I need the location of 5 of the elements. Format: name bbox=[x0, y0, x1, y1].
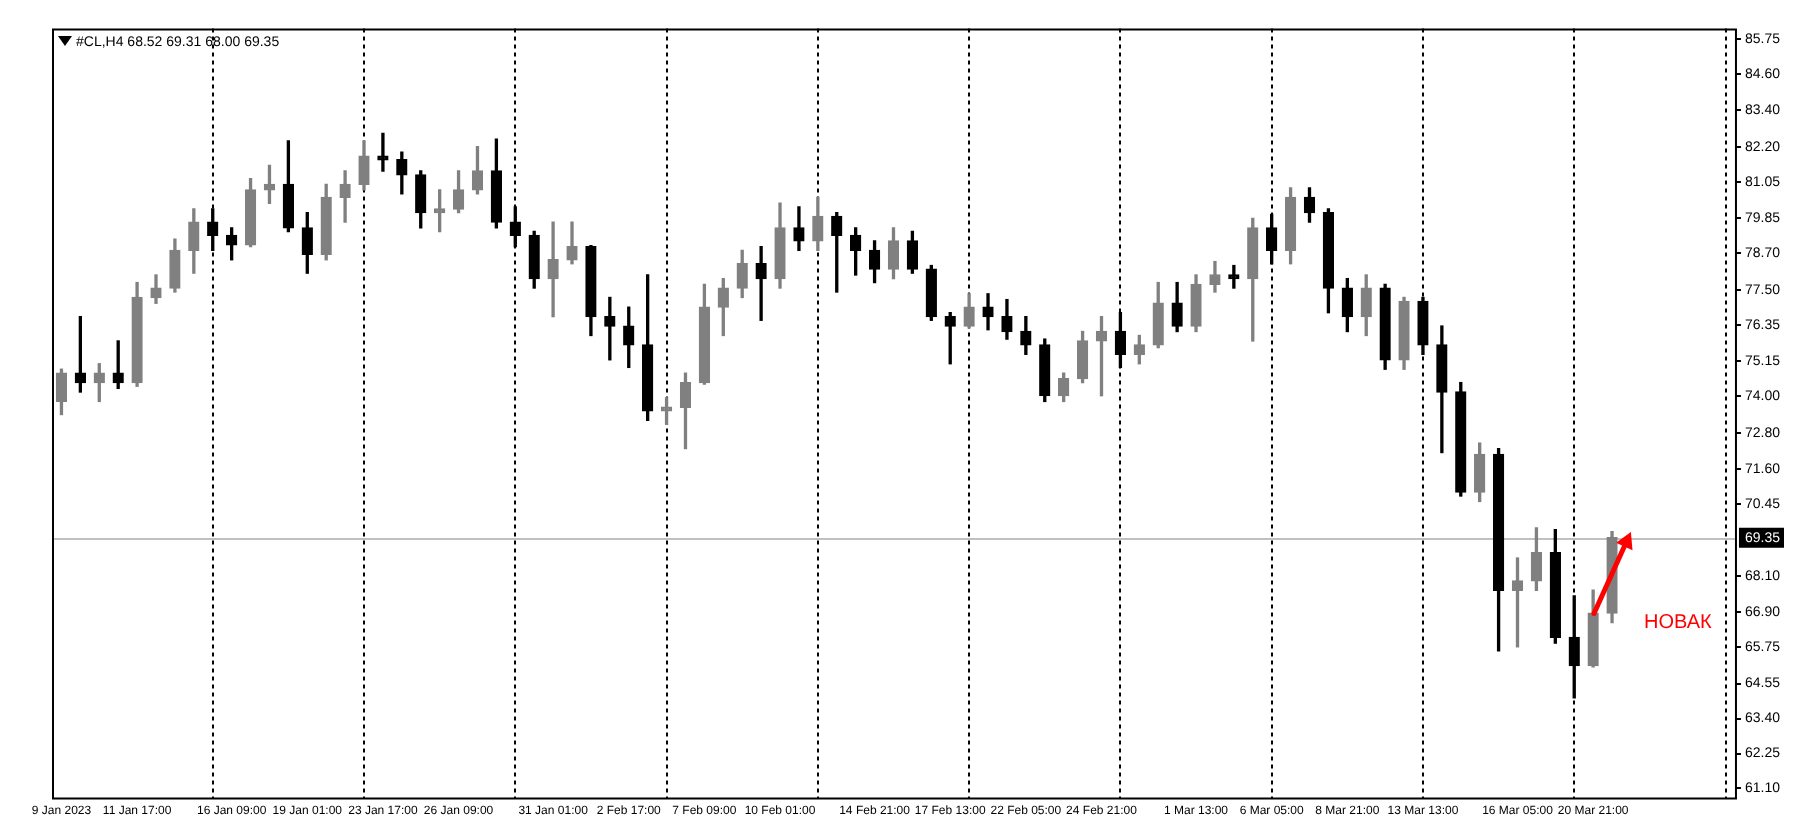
annotation: НОВАК bbox=[1644, 611, 1713, 634]
candlestick bbox=[339, 170, 351, 223]
candlestick bbox=[755, 246, 767, 321]
candlestick bbox=[377, 132, 389, 172]
candlestick bbox=[547, 221, 559, 318]
